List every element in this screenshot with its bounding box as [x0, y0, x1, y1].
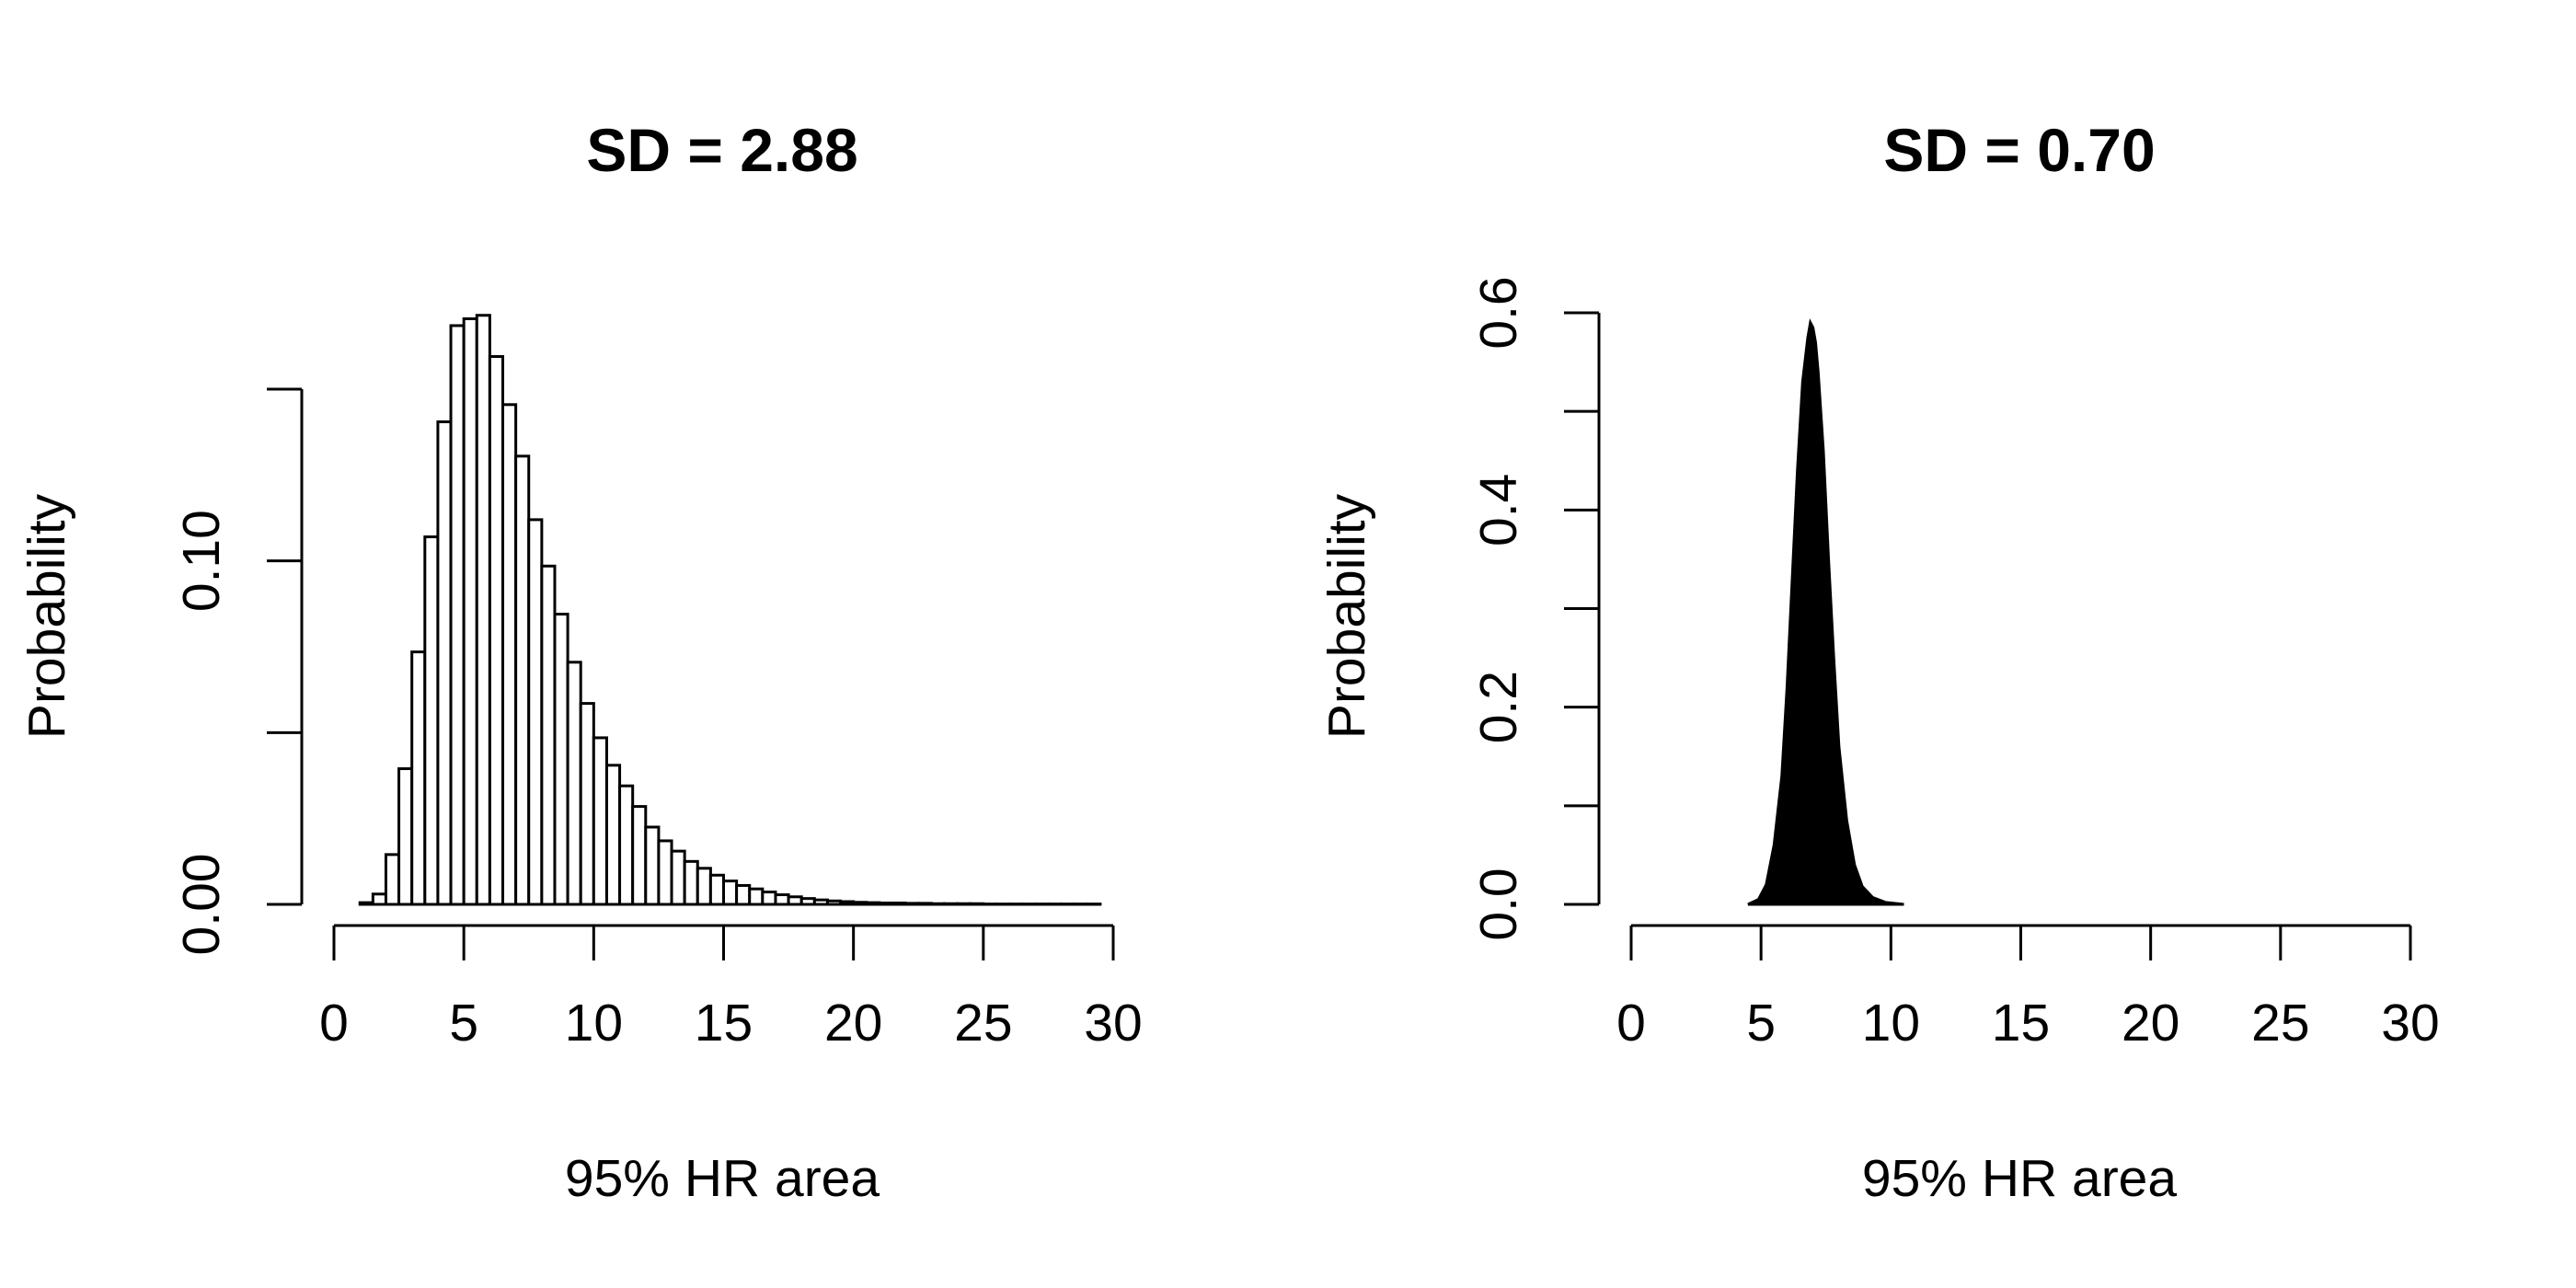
histogram-title: SD = 2.88: [586, 116, 857, 184]
histogram-bar: [956, 902, 972, 906]
histogram-bar: [384, 853, 401, 906]
y-tick-label: 0.10: [172, 510, 231, 612]
density-x-axis-label: 95% HR area: [1862, 1149, 2177, 1208]
histogram-bar: [722, 880, 739, 906]
histogram-bar: [903, 902, 920, 906]
histogram-bar: [618, 784, 635, 906]
histogram-bars: [358, 314, 1102, 906]
histogram-bar: [410, 650, 427, 906]
histogram-bar: [540, 564, 557, 906]
histogram-bar: [878, 902, 894, 906]
histogram-bar: [670, 849, 686, 906]
histogram-bar: [657, 839, 673, 906]
y-tick-label: 0.0: [1469, 868, 1528, 940]
y-tick-label: 0.00: [172, 854, 231, 956]
x-tick-label: 25: [2251, 994, 2309, 1052]
histogram-bar: [812, 898, 829, 906]
x-tick-label: 20: [2122, 994, 2179, 1052]
histogram-bar: [488, 355, 505, 906]
histogram-bar: [748, 887, 765, 906]
x-tick-label: 5: [449, 994, 478, 1052]
histogram-bar: [423, 535, 440, 906]
density-y-axis-label: Probability: [1317, 493, 1376, 739]
histogram-bar: [865, 901, 881, 906]
histogram-bar: [708, 873, 726, 906]
histogram-bar: [969, 902, 985, 906]
histogram-bar: [735, 883, 752, 906]
histogram-bar: [774, 893, 790, 906]
histogram-bar: [371, 892, 387, 906]
histogram-bar: [683, 859, 699, 906]
histogram-bar: [579, 702, 595, 906]
x-tick-label: 0: [1616, 994, 1646, 1052]
histogram-y-axis-label: Probability: [17, 493, 76, 739]
x-tick-label: 30: [1084, 994, 1142, 1052]
histogram-bar: [358, 901, 374, 906]
x-tick-label: 20: [824, 994, 882, 1052]
histogram-bar: [527, 518, 544, 906]
x-tick-label: 0: [319, 994, 349, 1052]
histogram-bar: [604, 764, 622, 906]
histogram-y-axis: 0.00 0.10: [172, 387, 304, 956]
histogram-bar: [501, 403, 518, 906]
histogram-bar: [825, 899, 843, 906]
histogram-bar: [929, 902, 946, 906]
histogram-bar: [436, 420, 453, 906]
x-tick-label: 15: [1992, 994, 2050, 1052]
y-tick-label: 0.4: [1469, 474, 1528, 546]
x-tick-label: 15: [695, 994, 753, 1052]
histogram-bar: [475, 314, 491, 906]
histogram-bar: [942, 902, 960, 906]
density-x-axis: 0 5 10 15 20 25 30: [1616, 924, 2440, 1052]
x-tick-label: 10: [565, 994, 623, 1052]
x-tick-label: 30: [2381, 994, 2439, 1052]
histogram-bar: [449, 324, 466, 906]
y-tick-label: 0.2: [1469, 671, 1528, 743]
density-panel: SD = 0.70 95% HR area Probability 0 5 10 15…: [1317, 116, 2440, 1208]
x-tick-label: 10: [1862, 994, 1920, 1052]
y-tick-label: 0.6: [1469, 276, 1528, 349]
histogram-bar: [839, 900, 856, 906]
density-area: [1747, 318, 1904, 906]
histogram-bar: [852, 901, 868, 906]
density-curve: [1747, 318, 1904, 906]
histogram-bar: [631, 805, 648, 906]
histogram-bar: [397, 767, 414, 906]
histogram-x-axis: 0 5 10 15 20 25 30: [319, 924, 1143, 1052]
histogram-bar: [891, 902, 907, 906]
histogram-bar: [644, 825, 661, 906]
x-tick-label: 25: [954, 994, 1012, 1052]
density-y-axis: 0.0 0.2 0.4 0.6: [1469, 276, 1601, 941]
histogram-bar: [916, 902, 933, 906]
x-tick-label: 5: [1746, 994, 1776, 1052]
histogram-bar: [787, 895, 803, 906]
histogram-bar: [761, 891, 777, 906]
histogram-bar: [553, 613, 569, 906]
histogram-x-axis-label: 95% HR area: [565, 1149, 880, 1208]
histogram-bar: [799, 897, 816, 906]
histogram-bar: [592, 736, 608, 906]
histogram-bar: [514, 454, 531, 906]
histogram-bar: [462, 316, 478, 906]
density-title: SD = 0.70: [1883, 116, 2155, 184]
histogram-bar: [566, 661, 582, 906]
histogram-panel: SD = 2.88 95% HR area Probability 0 5 10 15…: [17, 116, 1143, 1208]
histogram-bar: [696, 867, 712, 906]
